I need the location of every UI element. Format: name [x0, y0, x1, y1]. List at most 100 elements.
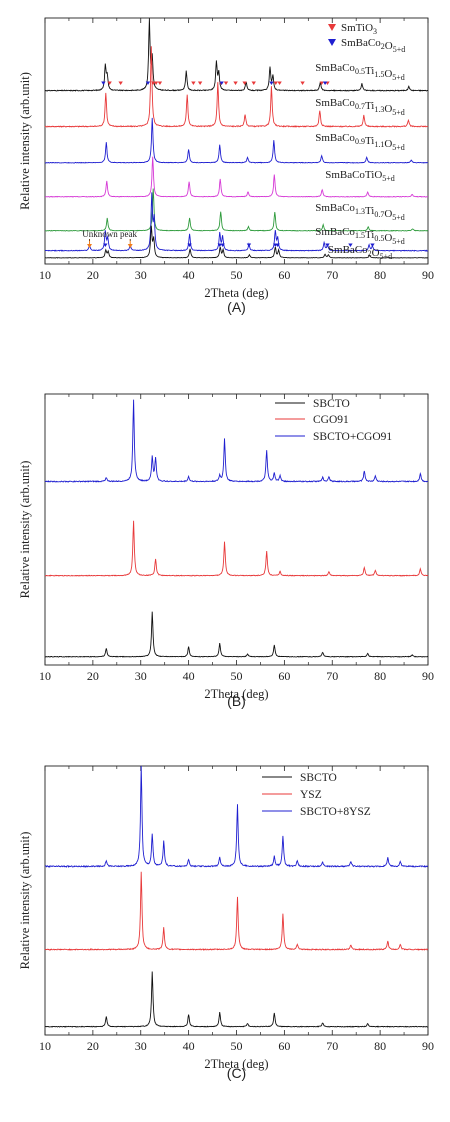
label-text: O [384, 138, 392, 150]
label-subscript: 5+d [392, 213, 405, 222]
smbaco2o5-peak-marker [348, 243, 353, 247]
x-tick-label: 10 [39, 669, 51, 683]
series-label: SmBaCo1.5Ti0.5O5+d [315, 226, 405, 246]
x-tick-label: 70 [326, 669, 338, 683]
smbaco2o5-peak-marker [145, 81, 151, 85]
legend-label: SmBaCo2O5+d [341, 37, 405, 54]
legend-label: SmTiO3 [341, 22, 377, 36]
x-tick-label: 40 [183, 1039, 195, 1053]
panel-label: (C) [227, 1065, 246, 1081]
unknown-peak-arrowhead [127, 244, 133, 248]
smbaco2o5-peak-marker [325, 243, 330, 247]
series-label: SmBaCoTiO5+d [325, 169, 395, 183]
legend-marker-smbaco2o5 [328, 39, 336, 46]
x-tick-label: 30 [135, 669, 147, 683]
label-subscript: 0.5 [355, 67, 365, 76]
label-text: Ti [365, 135, 374, 147]
x-tick-label: 70 [326, 268, 338, 282]
x-tick-label: 30 [135, 268, 147, 282]
smtio3-peak-marker [223, 81, 229, 85]
smtio3-peak-marker [191, 81, 196, 85]
label-subscript: 1.3 [374, 105, 384, 114]
label-text: O [385, 40, 393, 52]
x-axis-label: 2Theta (deg) [204, 687, 268, 701]
smtio3-peak-marker [153, 81, 159, 85]
smtio3-peak-marker [107, 81, 112, 85]
x-tick-label: 50 [231, 669, 243, 683]
panel-label: (A) [227, 299, 246, 315]
smtio3-peak-marker [197, 81, 203, 85]
series-label: SmBaCo0.9Ti1.1O5+d [315, 132, 405, 152]
label-text: SmBaCo [315, 97, 355, 109]
unknown-peak-annotation: Unknown peak [82, 229, 137, 239]
x-axis-label: 2Theta (deg) [204, 286, 268, 300]
smtio3-peak-marker [242, 81, 247, 85]
x-tick-label: 10 [39, 1039, 51, 1053]
xrd-series-line [44, 192, 429, 252]
smbaco2o5-peak-marker [220, 243, 225, 247]
xrd-series-line [44, 117, 429, 164]
x-tick-label: 60 [278, 1039, 290, 1053]
legend-label: SBCTO [313, 398, 350, 410]
label-text: O [372, 247, 380, 259]
label-text: SmBaCo [341, 37, 381, 49]
x-tick-label: 60 [278, 268, 290, 282]
smtio3-peak-marker [251, 81, 256, 85]
smbaco2o5-peak-marker [246, 243, 252, 247]
xrd-series-line [44, 611, 428, 658]
series-label: SmBaCo1.3Ti0.7O5+d [315, 202, 405, 222]
x-tick-label: 50 [231, 268, 243, 282]
x-axis-label: 2Theta (deg) [204, 1057, 268, 1071]
label-text: Ti [365, 65, 374, 77]
label-subscript: 5+d [382, 174, 395, 183]
smbaco2o5-peak-marker [103, 243, 108, 247]
label-text: O [384, 68, 392, 80]
x-tick-label: 20 [87, 669, 99, 683]
label-subscript: 2 [368, 249, 372, 258]
label-subscript: 5+d [380, 252, 393, 261]
label-text: O [384, 103, 392, 115]
x-tick-label: 70 [326, 1039, 338, 1053]
series-label: SmBaCo0.7Ti1.3O5+d [315, 97, 405, 117]
smbaco2o5-peak-marker [370, 243, 375, 247]
x-tick-label: 90 [422, 669, 434, 683]
x-tick-label: 50 [231, 1039, 243, 1053]
smbaco2o5-peak-marker [269, 81, 274, 85]
smbaco2o5-peak-marker [322, 81, 328, 85]
smtio3-peak-marker [150, 81, 156, 85]
x-tick-label: 80 [374, 268, 386, 282]
label-text: SmBaCoTiO [325, 169, 382, 181]
label-subscript: 1.5 [355, 231, 365, 240]
label-subscript: 1.5 [374, 70, 384, 79]
smbaco2o5-peak-marker [275, 243, 280, 247]
panel-b-chart: 10 20 30 40 50 60 70 80 90 2Theta (deg) Relative i… [18, 393, 434, 709]
label-subscript: 5+d [393, 45, 406, 54]
label-text: Ti [365, 229, 374, 241]
y-axis-label: Relative intensity (arb.unit) [18, 72, 32, 210]
x-tick-label: 20 [87, 1039, 99, 1053]
x-tick-label: 90 [422, 1039, 434, 1053]
series-label: SmBaCo2O5+d [328, 244, 392, 261]
x-tick-label: 30 [135, 1039, 147, 1053]
xrd-series-line [44, 46, 429, 128]
panel-a-chart: 10 20 30 40 50 60 70 80 90 2Theta (deg) Relative i… [18, 17, 434, 315]
xrd-series-line [44, 188, 429, 232]
xrd-series-line [44, 520, 429, 577]
legend-label: CGO91 [313, 414, 349, 426]
legend-marker-smtio3 [328, 24, 336, 31]
label-text: O [384, 208, 392, 220]
label-subscript: 5+d [392, 73, 405, 82]
label-subscript: 0.5 [374, 234, 384, 243]
xrd-series-line [45, 971, 429, 1028]
label-subscript: 0.7 [355, 102, 365, 111]
label-subscript: 1.3 [355, 207, 365, 216]
legend-label: SBCTO [300, 772, 337, 784]
panel-c-chart: 10 20 30 40 50 60 70 80 90 2Theta (deg) Relative i… [18, 765, 434, 1081]
smtio3-peak-marker [157, 81, 163, 85]
label-text: SmBaCo [328, 244, 368, 256]
label-subscript: 2 [381, 42, 385, 51]
xrd-series-line [44, 399, 429, 483]
unknown-peak-bracket [89, 239, 131, 241]
series-label: SmBaCo0.5Ti1.5O5+d [315, 62, 405, 82]
